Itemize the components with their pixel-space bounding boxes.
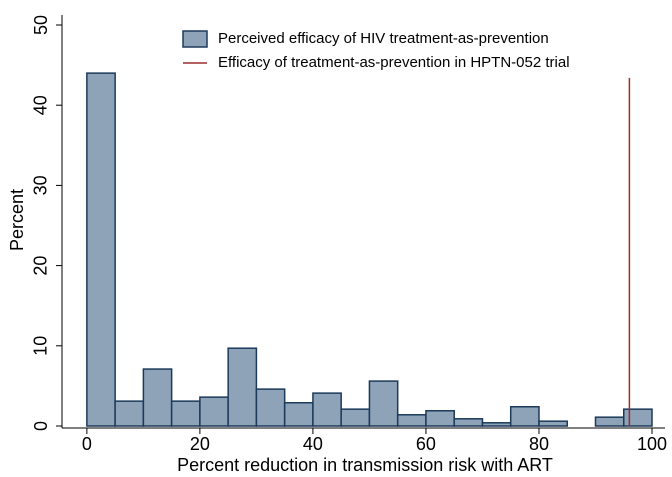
bar xyxy=(509,406,540,427)
x-tick-label: 40 xyxy=(303,434,323,454)
y-tick-label: 30 xyxy=(31,175,51,195)
bar xyxy=(538,420,568,427)
y-tick-label: 10 xyxy=(31,336,51,356)
bar xyxy=(114,400,145,427)
bar xyxy=(425,410,455,427)
bar xyxy=(481,422,512,427)
legend-label: Perceived efficacy of HIV treatment-as-p… xyxy=(218,30,549,47)
bar xyxy=(312,392,342,427)
bar xyxy=(368,380,399,427)
y-axis-label: Percent xyxy=(7,189,27,251)
bar xyxy=(227,347,258,427)
x-tick-label: 80 xyxy=(529,434,549,454)
legend-label: Efficacy of treatment-as-prevention in H… xyxy=(218,54,570,71)
y-tick-label: 20 xyxy=(31,256,51,276)
bar xyxy=(622,408,653,427)
bar xyxy=(283,401,314,427)
bar xyxy=(255,388,286,427)
x-tick-label: 20 xyxy=(190,434,210,454)
x-tick-label: 0 xyxy=(82,434,92,454)
legend-swatch xyxy=(182,30,208,48)
bar xyxy=(594,416,625,427)
x-axis-label: Percent reduction in transmission risk w… xyxy=(177,455,553,475)
y-tick-label: 0 xyxy=(31,421,51,431)
bar xyxy=(199,396,229,427)
x-tick-label: 60 xyxy=(416,434,436,454)
y-tick-label: 50 xyxy=(31,15,51,35)
bar xyxy=(170,400,201,427)
bar xyxy=(86,72,116,427)
y-tick-label: 40 xyxy=(31,95,51,115)
x-tick-label: 100 xyxy=(637,434,667,454)
bar xyxy=(453,418,484,427)
bar xyxy=(396,414,427,427)
bar xyxy=(142,368,173,427)
bar xyxy=(340,408,371,427)
